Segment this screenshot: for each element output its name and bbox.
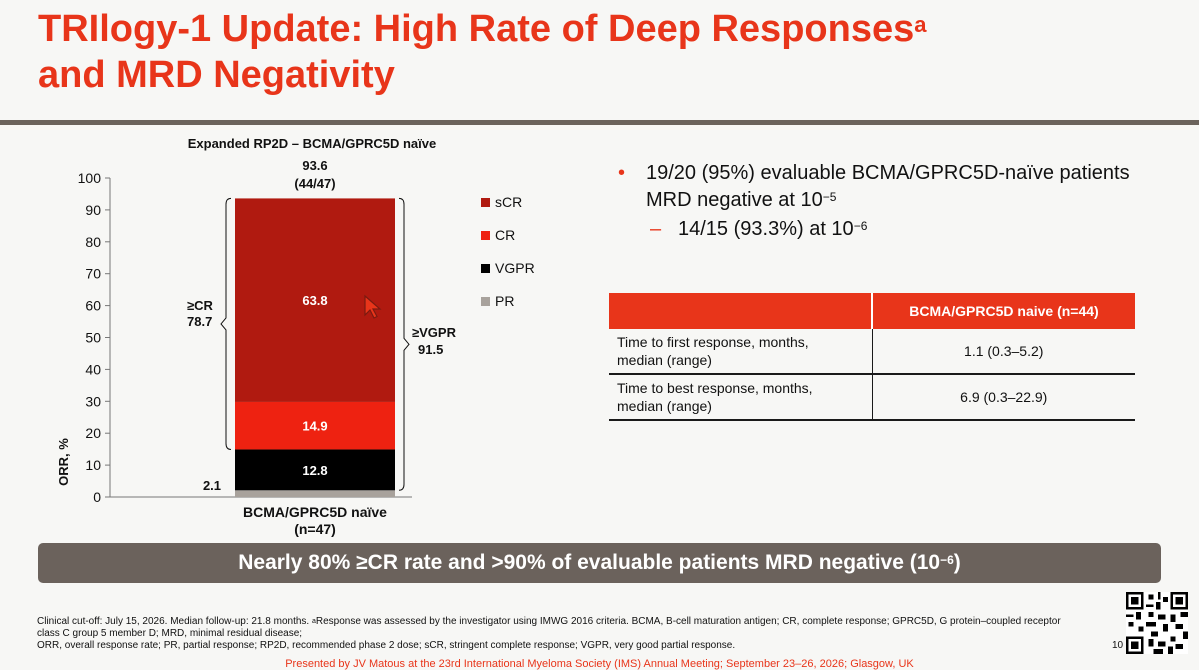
- category-label-line1: BCMA/GPRC5D naïve: [243, 504, 387, 520]
- table-header-cohort: BCMA/GPRC5D naive (n=44): [871, 293, 1135, 329]
- bracket-cr: [220, 197, 232, 450]
- table-row-value: 6.9 (0.3–22.9): [871, 374, 1135, 421]
- y-tick-label: 20: [85, 425, 101, 441]
- y-tick-label: 60: [85, 298, 101, 314]
- legend-swatch-cr: [481, 231, 490, 240]
- chart-title: Expanded RP2D – BCMA/GPRC5D naïve: [188, 136, 437, 151]
- legend-label-scr: sCR: [495, 194, 522, 210]
- slide-title: TRIlogy-1 Update: High Rate of Deep Resp…: [38, 6, 1158, 98]
- table-row: Time to best response, months, median (ra…: [609, 374, 1135, 421]
- y-tick-label: 50: [85, 330, 101, 346]
- bar-segment-vgpr: [235, 449, 395, 491]
- qr-code-icon: [1126, 592, 1188, 654]
- y-tick-label: 10: [85, 457, 101, 473]
- legend-swatch-scr: [481, 198, 490, 207]
- y-tick-label: 30: [85, 393, 101, 409]
- bracket-vgpr-value: 91.5: [418, 342, 443, 357]
- y-tick-label: 80: [85, 234, 101, 250]
- table-row-label: Time to best response, months, median (ra…: [609, 374, 872, 421]
- y-tick-label: 70: [85, 266, 101, 282]
- table-header-empty: [609, 293, 872, 329]
- table-row-label: Time to first response, months, median (r…: [609, 329, 872, 375]
- banner-close: ): [953, 551, 961, 574]
- legend-swatch-pr: [481, 297, 490, 306]
- footnotes: Clinical cut-off: July 15, 2026. Median …: [37, 616, 1082, 652]
- total-label-value: 93.6: [302, 158, 327, 173]
- table-header-row: BCMA/GPRC5D naive (n=44): [609, 293, 1135, 329]
- row-label-line1: Time to best response, months,: [617, 380, 813, 396]
- bar-segment-cr: [235, 401, 395, 450]
- y-tick-label: 100: [78, 170, 102, 186]
- row-label-line1: Time to first response, months,: [617, 334, 809, 350]
- stacked-bar-chart: Expanded RP2D – BCMA/GPRC5D naïve 0 10 20 3…: [56, 136, 535, 537]
- title-main: TRIlogy-1 Update: High Rate of Deep Resp…: [38, 8, 915, 50]
- bracket-vgpr: [398, 197, 410, 491]
- y-tick-label: 40: [85, 361, 101, 377]
- footnote-marker: a: [311, 618, 316, 625]
- data-label-cr: 14.9: [302, 419, 327, 434]
- data-label-scr: 63.8: [302, 293, 327, 308]
- row-label-line2: median (range): [617, 398, 712, 414]
- y-tick-label: 90: [85, 202, 101, 218]
- bullet-mrd-5-text: 19/20 (95%) evaluable BCMA/GPRC5D-naïve …: [646, 162, 1130, 211]
- legend-swatch-vgpr: [481, 264, 490, 273]
- bracket-cr-value: 78.7: [187, 314, 212, 329]
- key-points: • 19/20 (95%) evaluable BCMA/GPRC5D-naïv…: [618, 160, 1178, 243]
- bullet-mrd-6: – 14/15 (93.3%) at 10−6: [618, 216, 1178, 243]
- table-row: Time to first response, months, median (r…: [609, 329, 1135, 375]
- footnote-line2: ORR, overall response rate; PR, partial …: [37, 640, 736, 651]
- legend-label-cr: CR: [495, 227, 515, 243]
- bullet-mrd-5-exponent: −5: [822, 190, 837, 204]
- row-label-line2: median (range): [617, 352, 712, 368]
- legend-label-pr: PR: [495, 293, 514, 309]
- banner-exponent: −6: [940, 553, 954, 567]
- presented-by: Presented by JV Matous at the 23rd Inter…: [285, 658, 914, 670]
- bullet-mrd-6-text: 14/15 (93.3%) at 10: [678, 218, 854, 240]
- title-divider: [0, 120, 1199, 125]
- footnote-line1a: Clinical cut-off: July 15, 2026. Median …: [37, 616, 312, 627]
- y-axis-label: ORR, %: [56, 438, 71, 486]
- page-number: 10: [1112, 640, 1124, 651]
- bar-segment-pr: [235, 490, 395, 497]
- response-time-table: BCMA/GPRC5D naive (n=44) Time to first r…: [609, 293, 1135, 421]
- category-label-line2: (n=47): [294, 521, 336, 537]
- footnote-line1b: Response was assessed by the investigato…: [37, 616, 1061, 639]
- mouse-cursor-icon: [364, 294, 382, 319]
- title-footnote-marker: a: [914, 12, 927, 37]
- data-label-vgpr: 12.8: [302, 463, 327, 478]
- legend-label-vgpr: VGPR: [495, 260, 535, 276]
- y-tick-label: 0: [93, 489, 101, 505]
- bracket-cr-label: ≥CR: [187, 298, 214, 313]
- data-label-pr: 2.1: [203, 478, 221, 493]
- conclusion-banner: Nearly 80% ≥CR rate and >90% of evaluabl…: [38, 543, 1161, 583]
- table-row-value: 1.1 (0.3–5.2): [871, 329, 1135, 375]
- banner-text: Nearly 80% ≥CR rate and >90% of evaluabl…: [238, 551, 941, 574]
- title-line2: and MRD Negativity: [38, 54, 395, 96]
- sub-bullet-dash-icon: –: [650, 218, 662, 240]
- bullet-mrd-6-exponent: −6: [853, 219, 868, 233]
- bracket-vgpr-label: ≥VGPR: [412, 325, 457, 340]
- total-label-count: (44/47): [294, 176, 335, 191]
- bullet-dot-icon: •: [618, 162, 626, 184]
- bullet-mrd-5: • 19/20 (95%) evaluable BCMA/GPRC5D-naïv…: [618, 160, 1178, 214]
